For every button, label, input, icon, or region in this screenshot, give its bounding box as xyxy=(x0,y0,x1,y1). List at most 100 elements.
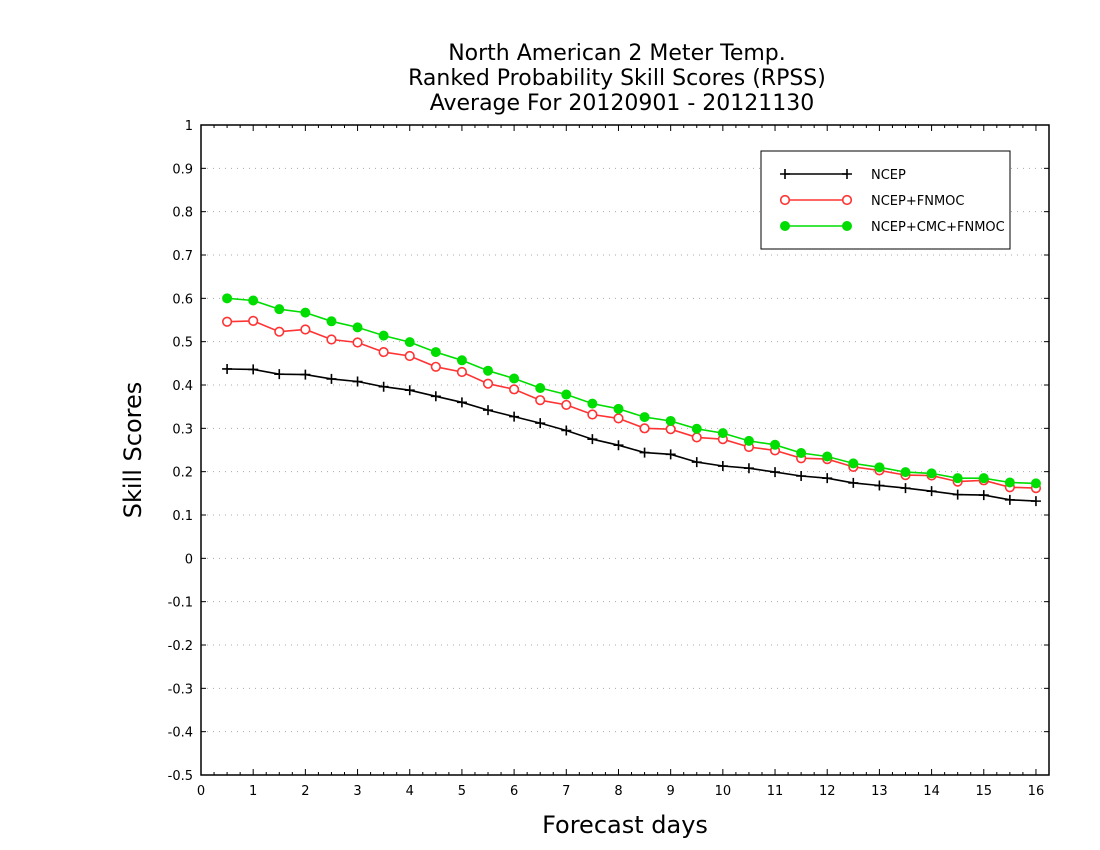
data-point-ncep-fnmoc xyxy=(587,409,598,420)
data-point-ncep-cmc-fnmoc xyxy=(926,468,937,479)
x-tick-label: 2 xyxy=(301,784,309,799)
y-axis-title: Skill Scores xyxy=(119,382,147,519)
data-point-ncep-cmc-fnmoc xyxy=(352,322,363,333)
legend-entry-ncep: NCEP xyxy=(780,168,906,183)
data-point-ncep-cmc-fnmoc xyxy=(639,412,650,423)
data-point-ncep xyxy=(952,489,963,500)
x-tick-label: 13 xyxy=(871,784,888,799)
legend-marker-start-ncep xyxy=(780,169,790,179)
data-point-ncep xyxy=(352,376,363,387)
legend-marker-end-ncep-fnmoc xyxy=(841,194,853,206)
data-point-ncep-fnmoc xyxy=(482,378,494,389)
data-point-ncep xyxy=(274,369,285,380)
data-point-ncep xyxy=(691,457,702,468)
x-tick-label: 5 xyxy=(458,784,466,799)
data-point-ncep xyxy=(665,449,676,460)
data-point-ncep xyxy=(926,486,937,497)
data-point-ncep-fnmoc xyxy=(561,399,572,411)
data-point-ncep-cmc-fnmoc xyxy=(978,473,989,484)
data-point-ncep-cmc-fnmoc xyxy=(456,355,467,366)
data-point-ncep xyxy=(326,373,337,384)
data-point-ncep-cmc-fnmoc xyxy=(900,467,911,478)
data-point-ncep xyxy=(978,490,989,501)
y-tick-label: 0.1 xyxy=(172,509,193,524)
y-tick-label: 0.2 xyxy=(172,466,193,481)
y-tick-label: 1 xyxy=(185,119,193,134)
legend-entry-ncep-fnmoc: NCEP+FNMOC xyxy=(779,194,964,209)
x-tick-label: 6 xyxy=(510,784,518,799)
gridlines xyxy=(201,167,1049,733)
x-axis-title: Forecast days xyxy=(542,811,708,839)
data-point-ncep-cmc-fnmoc xyxy=(1030,478,1041,489)
series-ncep xyxy=(222,363,1041,507)
data-point-ncep-cmc-fnmoc xyxy=(1004,477,1015,488)
series-line-ncep-cmc-fnmoc xyxy=(227,297,1037,485)
data-point-ncep xyxy=(535,418,546,429)
data-point-ncep xyxy=(717,461,728,472)
data-point-ncep-fnmoc xyxy=(326,334,337,345)
x-tick-label: 15 xyxy=(975,784,992,799)
y-tick-label: 0.9 xyxy=(172,162,193,177)
data-point-ncep-cmc-fnmoc xyxy=(535,383,546,394)
data-point-ncep-fnmoc xyxy=(665,424,676,435)
data-point-ncep xyxy=(430,391,441,402)
x-tick-label: 12 xyxy=(819,784,836,799)
data-point-ncep-cmc-fnmoc xyxy=(300,307,311,318)
legend-marker-start-ncep-cmc-fnmoc xyxy=(780,221,790,231)
data-point-ncep-cmc-fnmoc xyxy=(691,423,702,434)
data-point-ncep xyxy=(248,364,259,375)
title-line-3: Average For 20120901 - 20121130 xyxy=(430,91,815,116)
series-ncep-fnmoc xyxy=(221,315,1042,494)
data-point-ncep-cmc-fnmoc xyxy=(404,337,415,348)
series-group xyxy=(221,293,1042,507)
data-point-ncep-cmc-fnmoc xyxy=(378,330,389,341)
data-point-ncep xyxy=(613,440,624,451)
data-point-ncep-fnmoc xyxy=(509,384,520,395)
data-point-ncep xyxy=(222,363,233,374)
data-point-ncep xyxy=(822,473,833,484)
x-tick-label: 0 xyxy=(197,784,205,799)
y-tick-label: -0.5 xyxy=(168,769,193,784)
y-tick-label: 0.5 xyxy=(172,336,193,351)
data-point-ncep-cmc-fnmoc xyxy=(874,462,885,473)
data-point-ncep xyxy=(587,434,598,445)
data-point-ncep-cmc-fnmoc xyxy=(561,389,572,400)
data-point-ncep xyxy=(874,480,885,491)
x-tick-label: 8 xyxy=(614,784,622,799)
x-tick-label: 7 xyxy=(562,784,570,799)
data-point-ncep-cmc-fnmoc xyxy=(743,435,754,446)
data-point-ncep-cmc-fnmoc xyxy=(796,448,807,459)
data-point-ncep xyxy=(300,369,311,380)
data-point-ncep xyxy=(378,381,389,392)
data-point-ncep-fnmoc xyxy=(691,432,702,443)
title-line-1: North American 2 Meter Temp. xyxy=(448,41,786,66)
data-point-ncep-cmc-fnmoc xyxy=(248,295,259,306)
data-point-ncep xyxy=(404,385,415,396)
data-point-ncep xyxy=(770,467,781,478)
data-point-ncep-cmc-fnmoc xyxy=(222,293,233,304)
data-point-ncep xyxy=(900,483,911,494)
data-point-ncep-fnmoc xyxy=(535,395,546,406)
series-ncep-cmc-fnmoc xyxy=(222,293,1041,489)
data-point-ncep-cmc-fnmoc xyxy=(326,316,337,327)
data-point-ncep xyxy=(639,447,650,458)
data-point-ncep-fnmoc xyxy=(300,324,311,335)
data-point-ncep-cmc-fnmoc xyxy=(822,451,833,462)
series-line-ncep xyxy=(227,368,1037,502)
x-tick-label: 16 xyxy=(1028,784,1045,799)
data-point-ncep xyxy=(509,411,520,422)
y-tick-label: -0.1 xyxy=(168,596,193,611)
legend: NCEP NCEP+FNMOC NCEP+CMC+FNMOC xyxy=(760,150,1011,250)
data-point-ncep-cmc-fnmoc xyxy=(665,415,676,426)
y-tick-label: -0.2 xyxy=(168,639,193,654)
data-point-ncep-cmc-fnmoc xyxy=(613,403,624,414)
data-point-ncep-fnmoc xyxy=(404,350,415,362)
legend-label-ncep-fnmoc: NCEP+FNMOC xyxy=(871,194,964,209)
data-point-ncep-cmc-fnmoc xyxy=(717,428,728,439)
data-point-ncep-fnmoc xyxy=(248,315,259,326)
data-point-ncep-cmc-fnmoc xyxy=(430,347,441,358)
x-tick-label: 11 xyxy=(767,784,784,799)
x-tick-label: 14 xyxy=(923,784,940,799)
data-point-ncep xyxy=(1030,496,1041,507)
